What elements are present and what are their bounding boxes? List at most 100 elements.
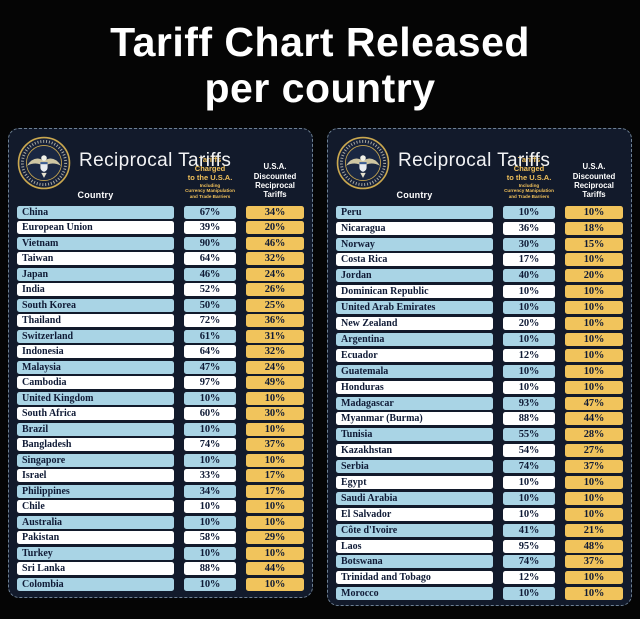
charged-header-line1: Tariffs Charged (194, 155, 226, 173)
table-row: Trinidad and Tobago 12% 10% (336, 571, 623, 585)
table-row: South Korea 50% 25% (17, 298, 304, 312)
charged-value-cell: 10% (184, 577, 236, 591)
country-cell: Argentina (336, 332, 493, 346)
country-cell: Jordan (336, 269, 493, 283)
discounted-value-cell: 44% (565, 412, 623, 426)
charged-value-cell: 88% (184, 562, 236, 576)
panel-header-left: Reciprocal Tariffs Country (336, 135, 550, 201)
charged-value-cell: 10% (184, 422, 236, 436)
table-row: Argentina 10% 10% (336, 332, 623, 346)
table-row: Cambodia 97% 49% (17, 376, 304, 390)
charged-value-cell: 46% (184, 267, 236, 281)
table-row: Sri Lanka 88% 44% (17, 562, 304, 576)
country-cell: United Arab Emirates (336, 301, 493, 315)
discounted-value-cell: 10% (246, 546, 304, 560)
discounted-value-cell: 10% (246, 453, 304, 467)
country-cell: Thailand (17, 314, 174, 328)
charged-header-sub3: and Trade Barriers (508, 194, 550, 200)
country-cell: Honduras (336, 380, 493, 394)
charged-value-cell: 74% (184, 438, 236, 452)
charged-value-cell: 10% (184, 391, 236, 405)
discounted-value-cell: 10% (246, 500, 304, 514)
charged-value-cell: 52% (184, 283, 236, 297)
table-row: Tunisia 55% 28% (336, 428, 623, 442)
charged-value-cell: 10% (503, 380, 555, 394)
discounted-value-cell: 10% (565, 491, 623, 505)
discounted-value-cell: 48% (565, 539, 623, 553)
table-row: Australia 10% 10% (17, 515, 304, 529)
charged-header-line1: Tariffs Charged (513, 155, 545, 173)
presidential-seal-icon (336, 136, 390, 195)
table-row: United Kingdom 10% 10% (17, 391, 304, 405)
charged-value-cell: 12% (503, 571, 555, 585)
table-row: Turkey 10% 10% (17, 546, 304, 560)
table-row: Côte d'Ivoire 41% 21% (336, 523, 623, 537)
discounted-value-cell: 18% (565, 221, 623, 235)
page-title: Tariff Chart Released per country (0, 0, 640, 112)
discounted-value-cell: 37% (246, 438, 304, 452)
charged-value-cell: 10% (503, 475, 555, 489)
country-cell: Brazil (17, 422, 174, 436)
country-column-header: Country (396, 189, 433, 200)
table-row: Indonesia 64% 32% (17, 345, 304, 359)
table-row: Ecuador 12% 10% (336, 348, 623, 362)
charged-value-cell: 34% (184, 484, 236, 498)
discounted-value-cell: 32% (246, 252, 304, 266)
charged-header-sub2: Currency Manipulation (185, 188, 235, 194)
table-row: Jordan 40% 20% (336, 269, 623, 283)
country-cell: Morocco (336, 587, 493, 601)
discounted-value-cell: 10% (565, 317, 623, 331)
tariff-table-left: China 67% 34% European Union 39% 20% Vietnam 90… (17, 205, 304, 591)
tariff-panel-right: Reciprocal Tariffs Country Tariffs Charg… (327, 127, 632, 606)
country-cell: Ecuador (336, 348, 493, 362)
discounted-value-cell: 27% (565, 444, 623, 458)
discounted-value-cell: 10% (565, 571, 623, 585)
table-row: Myanmar (Burma) 88% 44% (336, 412, 623, 426)
table-row: Nicaragua 36% 18% (336, 221, 623, 235)
discounted-value-cell: 46% (246, 236, 304, 250)
table-row: New Zealand 20% 10% (336, 317, 623, 331)
table-row: Brazil 10% 10% (17, 422, 304, 436)
table-row: Kazakhstan 54% 27% (336, 444, 623, 458)
charged-value-cell: 55% (503, 428, 555, 442)
table-row: South Africa 60% 30% (17, 407, 304, 421)
table-row: Dominican Republic 10% 10% (336, 285, 623, 299)
panel-title: Reciprocal Tariffs (398, 149, 551, 171)
table-row: Colombia 10% 10% (17, 577, 304, 591)
tariff-table-right: Peru 10% 10% Nicaragua 36% 18% Norway 30% 15% Cos… (336, 205, 623, 601)
charged-value-cell: 67% (184, 205, 236, 219)
discounted-value-cell: 49% (246, 376, 304, 390)
charged-value-cell: 10% (503, 285, 555, 299)
table-row: Laos 95% 48% (336, 539, 623, 553)
discounted-header-line1: U.S.A. Discounted (572, 162, 616, 181)
country-column-header: Country (77, 189, 114, 200)
country-cell: Philippines (17, 484, 174, 498)
charged-value-cell: 41% (503, 523, 555, 537)
country-cell: Colombia (17, 577, 174, 591)
table-row: Serbia 74% 37% (336, 460, 623, 474)
country-cell: Laos (336, 539, 493, 553)
country-cell: Botswana (336, 555, 493, 569)
country-cell: Guatemala (336, 364, 493, 378)
table-row: Costa Rica 17% 10% (336, 253, 623, 267)
country-cell: Vietnam (17, 236, 174, 250)
table-row: Botswana 74% 37% (336, 555, 623, 569)
charged-value-cell: 64% (184, 252, 236, 266)
discounted-value-cell: 32% (246, 345, 304, 359)
discounted-value-cell: 10% (565, 285, 623, 299)
tariff-panel-left: Reciprocal Tariffs Country Tariffs Charg… (8, 127, 313, 598)
discounted-value-cell: 31% (246, 329, 304, 343)
charged-value-cell: 10% (184, 515, 236, 529)
charged-value-cell: 95% (503, 539, 555, 553)
charged-header-line2: to the U.S.A. (187, 172, 233, 182)
discounted-value-cell: 34% (246, 205, 304, 219)
table-row: Thailand 72% 36% (17, 314, 304, 328)
country-cell: Kazakhstan (336, 444, 493, 458)
country-cell: Indonesia (17, 345, 174, 359)
country-cell: Bangladesh (17, 438, 174, 452)
discounted-value-cell: 36% (246, 314, 304, 328)
charged-value-cell: 88% (503, 412, 555, 426)
discounted-value-cell: 10% (565, 348, 623, 362)
table-row: Taiwan 64% 32% (17, 252, 304, 266)
presidential-seal-icon (17, 136, 71, 195)
